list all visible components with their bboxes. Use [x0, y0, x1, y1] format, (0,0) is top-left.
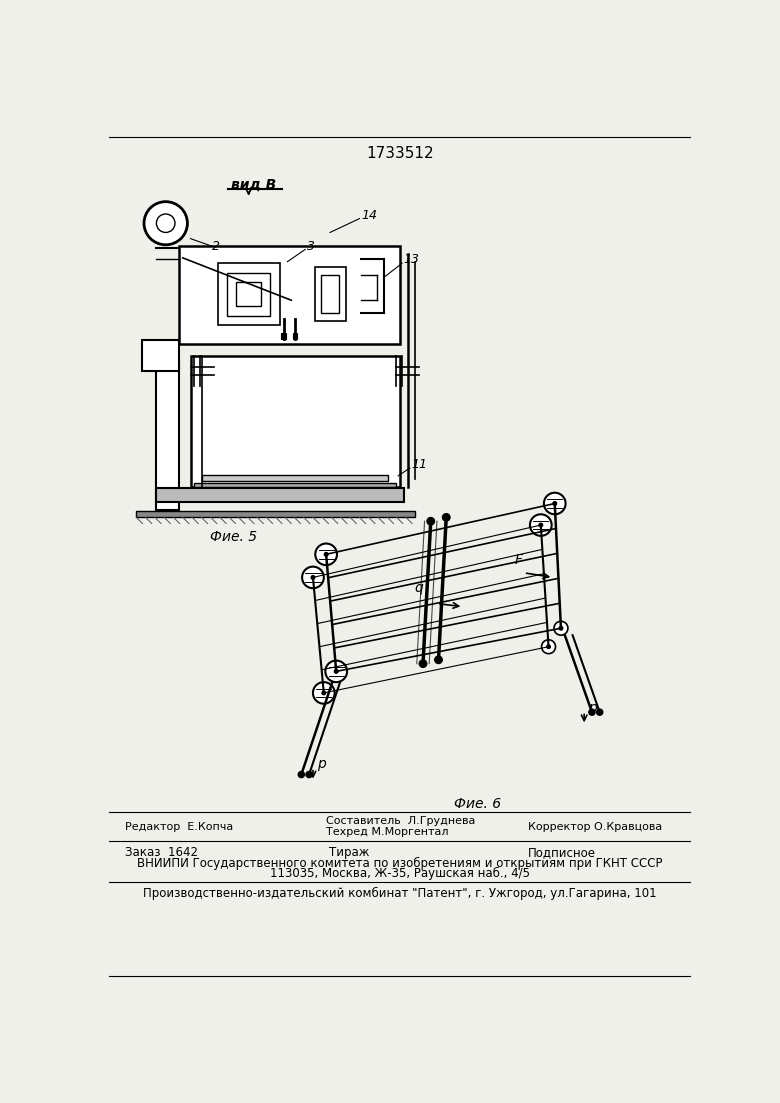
Text: Фие. 5: Фие. 5 [210, 529, 257, 544]
Circle shape [335, 670, 339, 673]
Text: ВНИИПИ Государственного комитета по изобретениям и открытиям при ГКНТ СССР: ВНИИПИ Государственного комитета по изоб… [137, 857, 662, 869]
Bar [136, 511, 415, 517]
Bar [156, 363, 179, 510]
Text: 14: 14 [361, 210, 377, 222]
Circle shape [313, 682, 335, 704]
Text: Фие. 6: Фие. 6 [454, 796, 501, 811]
Text: Корректор О.Кравцова: Корректор О.Кравцова [527, 822, 662, 832]
Bar [190, 355, 399, 486]
Bar [314, 267, 346, 321]
Circle shape [324, 553, 328, 556]
Circle shape [559, 627, 563, 630]
Circle shape [302, 567, 324, 588]
Circle shape [434, 656, 442, 664]
Text: 3: 3 [307, 239, 315, 253]
Circle shape [442, 514, 450, 522]
Circle shape [553, 502, 557, 505]
Text: F: F [515, 553, 523, 567]
Text: Техред М.Моргентал: Техред М.Моргентал [326, 826, 448, 836]
Circle shape [419, 660, 427, 667]
Circle shape [427, 517, 434, 525]
Bar [236, 281, 261, 307]
Text: 11: 11 [411, 459, 427, 471]
Bar [321, 275, 339, 313]
Circle shape [306, 771, 312, 778]
Circle shape [315, 544, 337, 565]
Text: Заказ  1642: Заказ 1642 [125, 846, 197, 859]
Circle shape [547, 645, 551, 649]
Text: 13: 13 [403, 253, 420, 266]
Bar [202, 475, 388, 481]
Bar [218, 264, 279, 325]
Bar [227, 272, 271, 315]
Text: Производственно-издательский комбинат "Патент", г. Ужгород, ул.Гагарина, 101: Производственно-издательский комбинат "П… [143, 887, 657, 900]
Bar [194, 483, 396, 486]
Text: q: q [415, 581, 424, 596]
Text: Составитель  Л.Груднева: Составитель Л.Груднева [326, 816, 476, 826]
Circle shape [530, 514, 551, 536]
Bar [292, 333, 297, 339]
Bar [179, 246, 399, 344]
Circle shape [544, 493, 566, 514]
Circle shape [539, 523, 543, 527]
Circle shape [597, 709, 603, 715]
Circle shape [589, 709, 595, 715]
Text: Тираж: Тираж [329, 846, 370, 859]
Text: p: p [588, 700, 597, 715]
Text: вид В: вид В [232, 178, 277, 192]
Text: 2: 2 [212, 239, 220, 253]
Text: p: p [317, 757, 325, 771]
Bar [156, 489, 403, 502]
Text: 1733512: 1733512 [366, 147, 434, 161]
Circle shape [325, 661, 347, 682]
Circle shape [322, 690, 326, 695]
Text: Подписное: Подписное [527, 846, 596, 859]
Circle shape [298, 771, 304, 778]
Circle shape [541, 640, 555, 654]
Circle shape [554, 621, 568, 635]
Text: Редактор  Е.Копча: Редактор Е.Копча [125, 822, 233, 832]
Bar [143, 340, 179, 371]
Bar [281, 333, 285, 339]
Text: 113035, Москва, Ж-35, Раушская наб., 4/5: 113035, Москва, Ж-35, Раушская наб., 4/5 [270, 867, 530, 880]
Circle shape [311, 576, 315, 579]
Circle shape [144, 202, 187, 245]
